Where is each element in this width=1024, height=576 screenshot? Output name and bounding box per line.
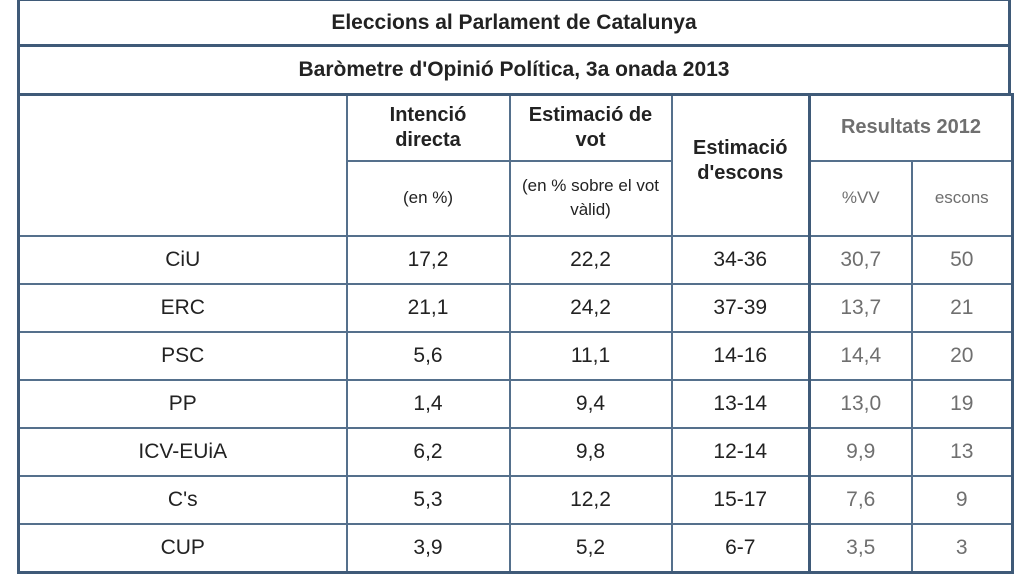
vot-cell: 11,1 (508, 330, 673, 381)
table-row: CiU 17,2 22,2 34-36 30,7 50 (17, 234, 1015, 285)
intencio-cell: 21,1 (345, 282, 511, 333)
vv-cell: 13,7 (808, 282, 913, 333)
header-escons: Estimació d'escons (670, 93, 811, 237)
party-cell: ERC (17, 282, 348, 333)
escons-cell: 14-16 (670, 330, 811, 381)
header-intencio-unit: (en %) (345, 159, 511, 237)
escons-2012-cell: 21 (910, 282, 1015, 333)
data-table: Intenció directa Estimació de vot Estima… (17, 93, 1015, 574)
party-cell: ICV-EUiA (17, 426, 348, 477)
escons-2012-cell: 9 (910, 474, 1015, 525)
header-intencio: Intenció directa (345, 93, 511, 162)
escons-2012-cell: 3 (910, 522, 1015, 573)
vv-cell: 13,0 (808, 378, 913, 429)
table-row: PSC 5,6 11,1 14-16 14,4 20 (17, 330, 1015, 381)
party-cell: C's (17, 474, 348, 525)
results-table: Eleccions al Parlament de Catalunya Barò… (17, 0, 1015, 574)
header-resultats: Resultats 2012 (807, 93, 1015, 162)
escons-cell: 34-36 (670, 234, 811, 285)
escons-cell: 15-17 (670, 474, 811, 525)
escons-2012-cell: 20 (910, 330, 1015, 381)
header-estimacio-vot: Estimació de vot (508, 93, 673, 162)
intencio-cell: 3,9 (345, 522, 511, 573)
escons-2012-cell: 13 (910, 426, 1015, 477)
table-title: Eleccions al Parlament de Catalunya (17, 0, 1011, 44)
vot-cell: 12,2 (508, 474, 673, 525)
vot-cell: 9,4 (508, 378, 673, 429)
vv-cell: 14,4 (808, 330, 913, 381)
header-escons-2012: escons (910, 159, 1015, 237)
vv-cell: 30,7 (808, 234, 913, 285)
table-row: C's 5,3 12,2 15-17 7,6 9 (17, 474, 1015, 525)
vot-cell: 5,2 (508, 522, 673, 573)
vv-cell: 3,5 (808, 522, 913, 573)
vv-cell: 7,6 (808, 474, 913, 525)
escons-2012-cell: 19 (910, 378, 1015, 429)
header-vot-unit: (en % sobre el vot vàlid) (508, 159, 673, 237)
party-cell: PSC (17, 330, 348, 381)
table-row: ICV-EUiA 6,2 9,8 12-14 9,9 13 (17, 426, 1015, 477)
intencio-cell: 6,2 (345, 426, 511, 477)
party-cell: CUP (17, 522, 348, 573)
vot-cell: 24,2 (508, 282, 673, 333)
empty-header-cell (17, 93, 348, 237)
table-row: PP 1,4 9,4 13-14 13,0 19 (17, 378, 1015, 429)
escons-2012-cell: 50 (910, 234, 1015, 285)
vot-cell: 9,8 (508, 426, 673, 477)
table-subtitle: Baròmetre d'Opinió Política, 3a onada 20… (17, 44, 1011, 93)
header-vv: %VV (808, 159, 913, 237)
table-row: ERC 21,1 24,2 37-39 13,7 21 (17, 282, 1015, 333)
intencio-cell: 5,3 (345, 474, 511, 525)
intencio-cell: 17,2 (345, 234, 511, 285)
vot-cell: 22,2 (508, 234, 673, 285)
party-cell: PP (17, 378, 348, 429)
intencio-cell: 1,4 (345, 378, 511, 429)
vv-cell: 9,9 (808, 426, 913, 477)
escons-cell: 13-14 (670, 378, 811, 429)
party-cell: CiU (17, 234, 348, 285)
table-row: CUP 3,9 5,2 6-7 3,5 3 (17, 522, 1015, 573)
escons-cell: 37-39 (670, 282, 811, 333)
intencio-cell: 5,6 (345, 330, 511, 381)
escons-cell: 12-14 (670, 426, 811, 477)
escons-cell: 6-7 (670, 522, 811, 573)
